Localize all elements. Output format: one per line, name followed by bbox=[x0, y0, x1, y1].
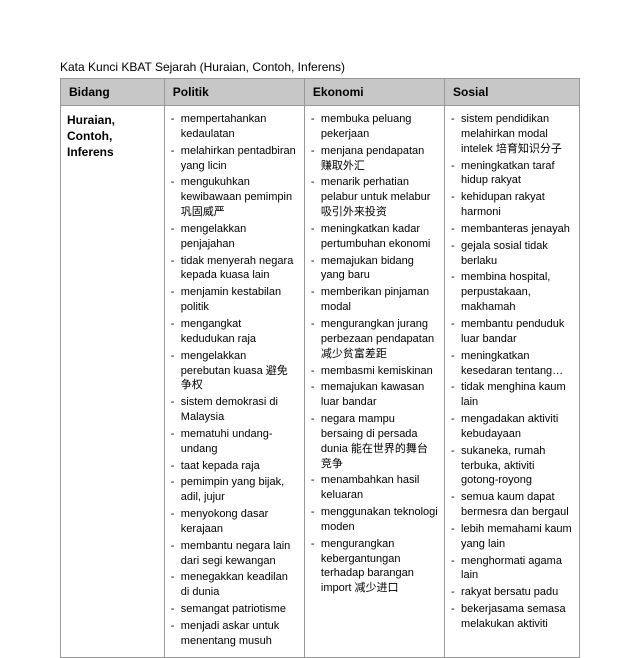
list-item: tidak menghina kaum lain bbox=[451, 380, 573, 410]
list-item: meningkatkan kesedaran tentang… bbox=[451, 349, 573, 379]
list-item: mempertahankan kedaulatan bbox=[171, 112, 298, 142]
list-item: semua kaum dapat bermesra dan bergaul bbox=[451, 490, 573, 520]
cell-ekonomi: membuka peluang pekerjaanmenjana pendapa… bbox=[304, 106, 444, 658]
list-item: melahirkan pentadbiran yang licin bbox=[171, 144, 298, 174]
list-item: gejala sosial tidak berlaku bbox=[451, 239, 573, 269]
ekonomi-list: membuka peluang pekerjaanmenjana pendapa… bbox=[311, 112, 438, 596]
list-item: mengelakkan penjajahan bbox=[171, 222, 298, 252]
table-row: Huraian, Contoh, Inferens mempertahankan… bbox=[61, 106, 580, 658]
list-item: mengurangkan jurang perbezaan pendapatan… bbox=[311, 317, 438, 362]
list-item: meningkatkan taraf hidup rakyat bbox=[451, 159, 573, 189]
header-politik: Politik bbox=[164, 79, 304, 106]
list-item: lebih memahami kaum yang lain bbox=[451, 522, 573, 552]
row-label: Huraian, Contoh, Inferens bbox=[61, 106, 165, 658]
list-item: sistem pendidikan melahirkan modal intel… bbox=[451, 112, 573, 157]
cell-sosial: sistem pendidikan melahirkan modal intel… bbox=[445, 106, 580, 658]
list-item: mengelakkan perebutan kuasa 避免争权 bbox=[171, 349, 298, 394]
list-item: menegakkan keadilan di dunia bbox=[171, 570, 298, 600]
header-bidang: Bidang bbox=[61, 79, 165, 106]
list-item: kehidupan rakyat harmoni bbox=[451, 190, 573, 220]
list-item: negara mampu bersaing di persada dunia 能… bbox=[311, 412, 438, 471]
cell-politik: mempertahankan kedaulatanmelahirkan pent… bbox=[164, 106, 304, 658]
list-item: mengadakan aktiviti kebudayaan bbox=[451, 412, 573, 442]
list-item: mengangkat kedudukan raja bbox=[171, 317, 298, 347]
list-item: menjadi askar untuk menentang musuh bbox=[171, 619, 298, 649]
sosial-list: sistem pendidikan melahirkan modal intel… bbox=[451, 112, 573, 632]
list-item: memajukan kawasan luar bandar bbox=[311, 380, 438, 410]
header-row: Bidang Politik Ekonomi Sosial bbox=[61, 79, 580, 106]
list-item: menggunakan teknologi moden bbox=[311, 505, 438, 535]
list-item: membuka peluang pekerjaan bbox=[311, 112, 438, 142]
list-item: meningkatkan kadar pertumbuhan ekonomi bbox=[311, 222, 438, 252]
list-item: sukaneka, rumah terbuka, aktiviti gotong… bbox=[451, 444, 573, 489]
list-item: menarik perhatian pelabur untuk melabur … bbox=[311, 175, 438, 220]
list-item: memberikan pinjaman modal bbox=[311, 285, 438, 315]
list-item: membantu negara lain dari segi kewangan bbox=[171, 539, 298, 569]
list-item: menyokong dasar kerajaan bbox=[171, 507, 298, 537]
list-item: sistem demokrasi di Malaysia bbox=[171, 395, 298, 425]
list-item: membantu penduduk luar bandar bbox=[451, 317, 573, 347]
list-item: mematuhi undang-undang bbox=[171, 427, 298, 457]
list-item: membasmi kemiskinan bbox=[311, 364, 438, 379]
header-ekonomi: Ekonomi bbox=[304, 79, 444, 106]
list-item: rakyat bersatu padu bbox=[451, 585, 573, 600]
list-item: menghormati agama lain bbox=[451, 554, 573, 584]
list-item: membina hospital, perpustakaan, makhamah bbox=[451, 270, 573, 315]
list-item: memajukan bidang yang baru bbox=[311, 254, 438, 284]
list-item: menambahkan hasil keluaran bbox=[311, 473, 438, 503]
list-item: mengurangkan kebergantungan terhadap bar… bbox=[311, 537, 438, 596]
list-item: bekerjasama semasa melakukan aktiviti bbox=[451, 602, 573, 632]
list-item: pemimpin yang bijak, adil, jujur bbox=[171, 475, 298, 505]
document-page: Kata Kunci KBAT Sejarah (Huraian, Contoh… bbox=[0, 0, 620, 658]
list-item: mengukuhkan kewibawaan pemimpin 巩固威严 bbox=[171, 175, 298, 220]
list-item: tidak menyerah negara kepada kuasa lain bbox=[171, 254, 298, 284]
kbat-table: Bidang Politik Ekonomi Sosial Huraian, C… bbox=[60, 78, 580, 658]
list-item: taat kepada raja bbox=[171, 459, 298, 474]
list-item: semangat patriotisme bbox=[171, 602, 298, 617]
list-item: menjana pendapatan 赚取外汇 bbox=[311, 144, 438, 174]
table-caption: Kata Kunci KBAT Sejarah (Huraian, Contoh… bbox=[60, 60, 580, 74]
list-item: menjamin kestabilan politik bbox=[171, 285, 298, 315]
politik-list: mempertahankan kedaulatanmelahirkan pent… bbox=[171, 112, 298, 649]
list-item: membanteras jenayah bbox=[451, 222, 573, 237]
header-sosial: Sosial bbox=[445, 79, 580, 106]
